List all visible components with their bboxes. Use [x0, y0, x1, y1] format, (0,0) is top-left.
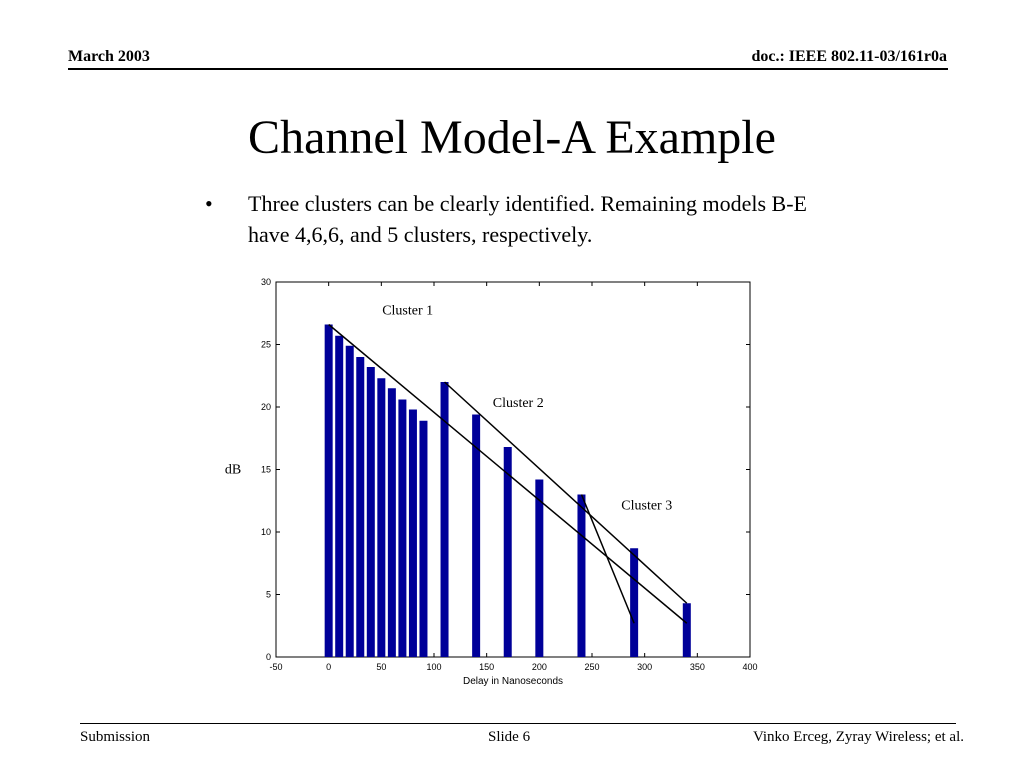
footer-slide-number: Slide 6	[488, 729, 531, 745]
x-tick-label: 100	[426, 662, 441, 672]
header-divider	[68, 68, 948, 70]
y-tick-label: 25	[261, 340, 271, 350]
y-tick-label: 15	[261, 465, 271, 475]
x-tick-label: 400	[742, 662, 757, 672]
bar	[682, 603, 691, 657]
x-tick-label: 350	[690, 662, 705, 672]
x-tick-label: 0	[326, 662, 331, 672]
bar	[535, 479, 544, 657]
x-tick-label: -50	[269, 662, 282, 672]
bar	[440, 382, 449, 657]
bar	[630, 548, 639, 657]
cluster-label: Cluster 2	[493, 396, 544, 411]
y-tick-label: 30	[261, 277, 271, 287]
header-date: March 2003	[68, 48, 150, 65]
cluster-envelope-line	[444, 381, 688, 604]
bar	[503, 447, 512, 657]
x-tick-label: 300	[637, 662, 652, 672]
x-tick-label: 250	[584, 662, 599, 672]
y-tick-label: 10	[261, 527, 271, 537]
y-axis-label: dB	[225, 463, 241, 478]
bar	[387, 388, 396, 657]
bar	[408, 409, 417, 657]
x-tick-label: 200	[532, 662, 547, 672]
footer-divider	[80, 723, 956, 724]
bar	[419, 420, 428, 657]
bar	[335, 335, 344, 657]
y-tick-label: 5	[266, 590, 271, 600]
header-doc-id: doc.: IEEE 802.11-03/161r0a	[751, 48, 947, 65]
cluster-envelope-line	[580, 494, 635, 624]
footer-authors: Vinko Erceg, Zyray Wireless; et al.	[752, 729, 964, 745]
bar	[345, 345, 354, 657]
bar	[324, 324, 333, 657]
cluster-label: Cluster 3	[621, 499, 672, 514]
chart-bars-group	[324, 324, 691, 657]
bar	[377, 378, 386, 657]
y-tick-label: 20	[261, 402, 271, 412]
chart-envelopes-group	[328, 323, 688, 624]
bar	[577, 494, 586, 657]
x-tick-label: 150	[479, 662, 494, 672]
footer-submission: Submission	[80, 729, 151, 745]
cluster-label: Cluster 1	[382, 304, 433, 319]
x-tick-label: 50	[376, 662, 386, 672]
bullet-text: Three clusters can be clearly identified…	[248, 191, 807, 247]
slide-title: Channel Model-A Example	[248, 111, 776, 164]
y-tick-label: 0	[266, 652, 271, 662]
bullet-marker: •	[205, 191, 213, 216]
x-axis-label: Delay in Nanoseconds	[463, 676, 563, 687]
cluster-envelope-line	[328, 323, 688, 624]
bar	[366, 367, 375, 657]
bar	[472, 414, 481, 657]
bar	[356, 357, 365, 657]
chart-text-group: -50 0 50 100 150 200 250 300 350 400051015202530C…	[225, 277, 758, 687]
bar	[398, 399, 407, 657]
